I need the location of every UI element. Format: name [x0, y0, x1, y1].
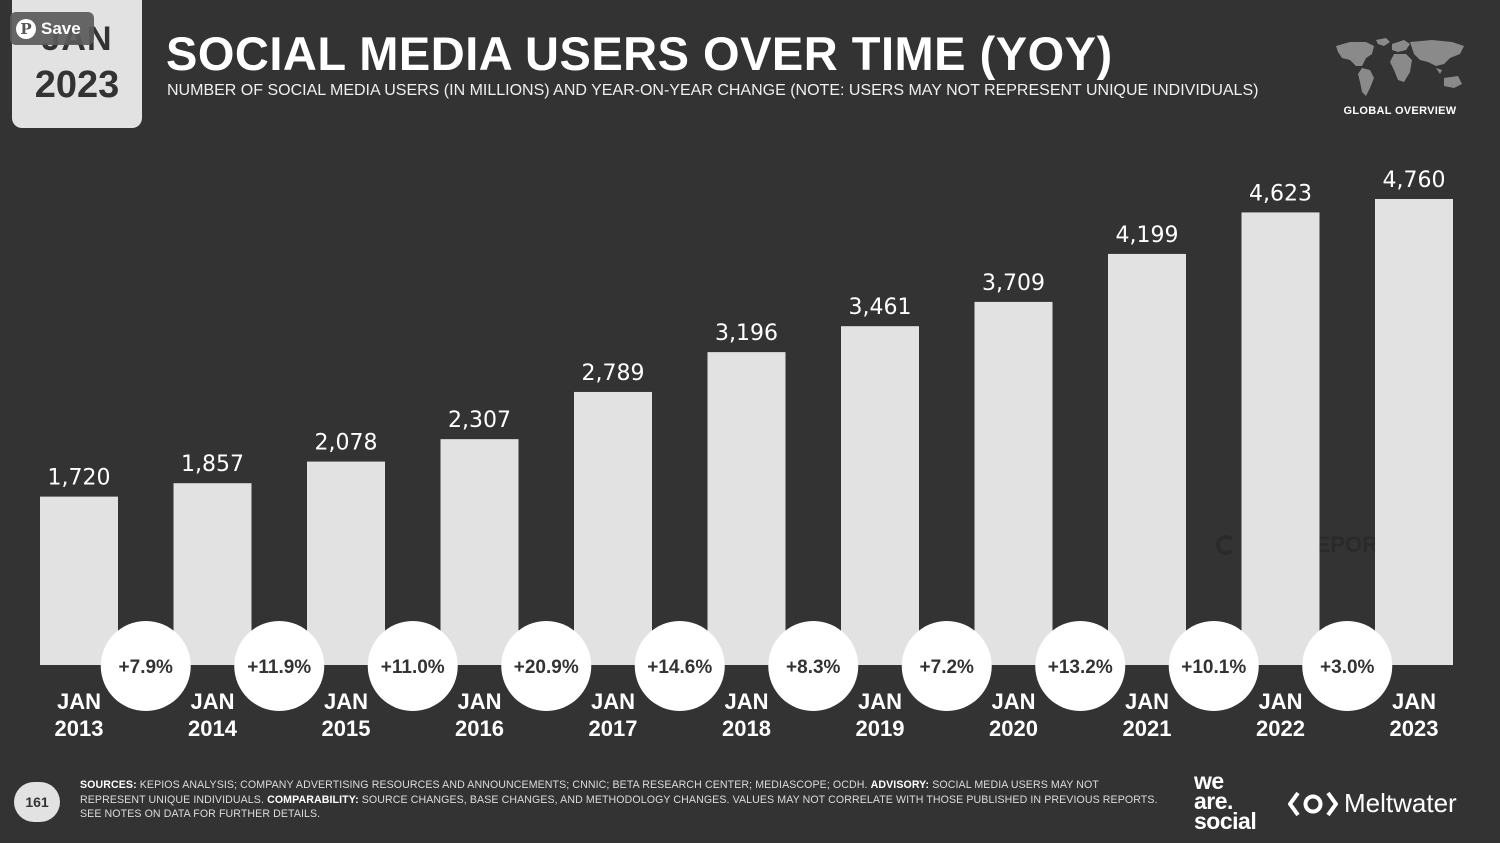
- x-tick-label-month: JAN: [724, 689, 768, 714]
- brand-social: social: [1194, 808, 1257, 834]
- bar: [841, 326, 919, 665]
- bar: [707, 352, 786, 665]
- bar: [307, 461, 385, 665]
- bar-value-label: 1,857: [181, 452, 244, 477]
- bar: [974, 301, 1053, 665]
- x-tick-label-year: 2013: [55, 716, 104, 741]
- yoy-change-bubble: [234, 621, 325, 711]
- bar-value-label: 1,720: [48, 466, 111, 491]
- x-tick-label-year: 2022: [1256, 716, 1305, 741]
- save-label: Save: [41, 18, 81, 38]
- yoy-change-bubble: [367, 621, 458, 711]
- bar-value-label: 3,709: [982, 271, 1045, 296]
- x-tick-label-month: JAN: [991, 689, 1035, 714]
- x-tick-label-month: JAN: [324, 689, 368, 714]
- x-tick-label-year: 2020: [989, 716, 1038, 741]
- x-tick-label-year: 2016: [455, 716, 504, 741]
- bar-value-label: 3,196: [715, 321, 778, 346]
- brand-are: are.: [1194, 788, 1233, 814]
- yoy-change-bubble: [634, 621, 725, 711]
- brand-meltwater: Meltwater: [1344, 788, 1457, 818]
- x-tick-label-month: JAN: [1258, 689, 1302, 714]
- yoy-change-label: +7.9%: [119, 657, 174, 678]
- x-tick-label-year: 2015: [322, 716, 371, 741]
- datareportal-logo-icon: [1216, 535, 1236, 555]
- bar: [1375, 199, 1453, 665]
- bar: [574, 391, 652, 665]
- bar: [1241, 212, 1320, 666]
- page-number: 161: [14, 782, 60, 822]
- bar-value-label: 2,078: [315, 431, 378, 456]
- report-year: 2023: [34, 64, 120, 106]
- bar-value-label: 3,461: [849, 295, 912, 320]
- yoy-change-label: +10.1%: [1181, 657, 1246, 678]
- global-overview-label: GLOBAL OVERVIEW: [1343, 105, 1457, 117]
- x-tick-label-month: JAN: [1125, 689, 1169, 714]
- we-are-social-logo: we are. social: [1194, 768, 1257, 834]
- yoy-change-bubble: [901, 621, 992, 711]
- yoy-change-label: +14.6%: [647, 657, 712, 678]
- brand-we: we: [1194, 768, 1224, 794]
- yoy-change-label: +3.0%: [1320, 657, 1375, 678]
- x-tick-label-month: JAN: [457, 689, 501, 714]
- comparability-text: SOURCE CHANGES, BASE CHANGES, AND METHOD…: [80, 793, 1158, 821]
- yoy-change-label: +11.9%: [247, 657, 311, 678]
- pinterest-save-button[interactable]: P Save: [10, 12, 94, 45]
- bar-value-label: 4,760: [1383, 168, 1446, 193]
- world-map-icon: [1336, 38, 1464, 96]
- bar: [440, 439, 519, 665]
- bar-value-label: 2,307: [448, 408, 511, 433]
- x-tick-label-month: JAN: [57, 689, 101, 714]
- x-tick-label-month: JAN: [1392, 689, 1436, 714]
- bar: [173, 483, 252, 665]
- yoy-change-label: +7.2%: [920, 657, 975, 678]
- yoy-change-label: +20.9%: [514, 657, 579, 678]
- yoy-change-bubble: [100, 621, 191, 711]
- x-tick-label-year: 2018: [722, 716, 771, 741]
- advisory-label: ADVISORY:: [870, 779, 930, 791]
- bar: [1108, 253, 1186, 665]
- x-tick-label-year: 2017: [589, 716, 638, 741]
- yoy-change-bubble: [501, 621, 592, 711]
- yoy-change-bubble: [1168, 621, 1259, 711]
- x-tick-label-year: 2023: [1390, 716, 1439, 741]
- yoy-change-label: +8.3%: [786, 657, 841, 678]
- x-tick-label-month: JAN: [858, 689, 902, 714]
- x-tick-label-month: JAN: [190, 689, 234, 714]
- yoy-change-bubble: [1302, 621, 1393, 711]
- advisory-text: SOCIAL MEDIA USERS MAY NOT REPRESENT UNI…: [80, 779, 1099, 806]
- x-tick-label-year: 2019: [856, 716, 905, 741]
- page-subtitle: NUMBER OF SOCIAL MEDIA USERS (IN MILLION…: [167, 82, 1259, 99]
- page-title: SOCIAL MEDIA USERS OVER TIME (YOY): [166, 27, 1113, 80]
- bar-value-label: 2,789: [582, 361, 645, 386]
- x-tick-label-month: JAN: [591, 689, 635, 714]
- sources-note: SOURCES: KEPIOS ANALYSIS; COMPANY ADVERT…: [80, 778, 1165, 822]
- bar-value-label: 4,199: [1116, 223, 1179, 248]
- yoy-change-bubble: [768, 621, 859, 711]
- yoy-change-label: +11.0%: [381, 657, 445, 678]
- x-tick-label-year: 2021: [1123, 716, 1172, 741]
- meltwater-mark-icon: [1288, 791, 1338, 816]
- bar-value-label: 4,623: [1249, 181, 1312, 206]
- sources-label: SOURCES:: [80, 779, 137, 791]
- yoy-change-bubble: [1035, 621, 1126, 711]
- meltwater-logo: Meltwater: [1288, 788, 1457, 819]
- sources-text: KEPIOS ANALYSIS; COMPANY ADVERTISING RES…: [136, 779, 871, 791]
- yoy-change-label: +13.2%: [1048, 657, 1113, 678]
- bar: [40, 496, 118, 665]
- comparability-label: COMPARABILITY:: [267, 793, 359, 806]
- pinterest-icon: P: [16, 18, 36, 39]
- x-tick-label-year: 2014: [188, 716, 238, 741]
